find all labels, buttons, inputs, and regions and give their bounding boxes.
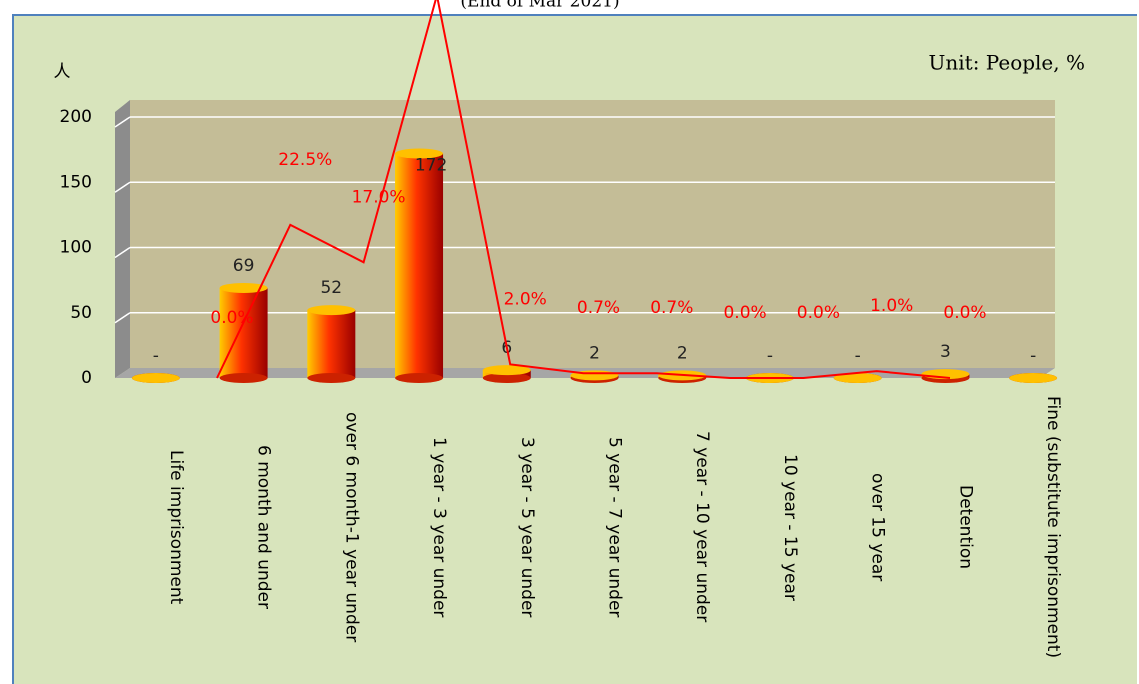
data-label: 2 (677, 343, 688, 363)
line-label: 0.0% (943, 303, 986, 323)
y-tick-label: 200 (60, 107, 92, 127)
x-tick-label: Life imprisonment (165, 449, 186, 605)
x-tick-label: 3 year - 5 year under (516, 436, 537, 618)
data-label: - (153, 346, 159, 366)
bar-top (833, 373, 882, 383)
bar (219, 287, 268, 378)
data-label: 69 (233, 256, 255, 276)
x-tick-label: over 15 year (867, 472, 888, 582)
grid-line (114, 246, 131, 259)
bar (395, 153, 444, 378)
x-tick-label: Detention (955, 484, 976, 569)
line-label: 0.0% (210, 308, 253, 328)
bar-base (482, 373, 531, 383)
y-tick-label: 150 (60, 172, 92, 192)
data-label: 172 (415, 156, 447, 176)
bar-top (131, 373, 180, 383)
x-tick-label: Fine (substitute imprisonment) (1043, 395, 1064, 659)
bar-base (307, 373, 356, 383)
line-label: 0.0% (723, 303, 766, 323)
back-wall (130, 100, 1055, 368)
y-tick-label: 0 (81, 368, 92, 388)
line-label: 0.7% (577, 298, 620, 318)
chart-title: (End of Mar 2021) (460, 0, 619, 12)
y-tick-label: 50 (70, 303, 92, 323)
grid-line (114, 181, 131, 193)
bar-top (219, 282, 268, 293)
bar-top (395, 148, 444, 159)
y-tick-label: 100 (60, 238, 92, 258)
x-tick-label: 10 year - 15 year (779, 453, 800, 601)
bar-top (482, 365, 531, 376)
bar (307, 310, 356, 378)
data-label: - (1030, 346, 1036, 366)
x-tick-label: 7 year - 10 year under (692, 431, 713, 623)
line-label: 0.0% (797, 303, 840, 323)
bar-top (1009, 373, 1058, 383)
line-label: 2.0% (504, 289, 547, 309)
x-tick-label: 5 year - 7 year under (604, 436, 625, 618)
line-label: 0.7% (650, 298, 693, 318)
data-label: - (767, 346, 773, 366)
grid-line (114, 116, 131, 128)
line (216, 0, 951, 379)
line-label: 22.5% (278, 150, 332, 170)
grid-line (114, 312, 131, 324)
unit-note: Unit: People, % (929, 51, 1085, 75)
bar-top (307, 305, 356, 316)
data-label: - (855, 346, 861, 366)
x-tick-label: over 6 month-1 year under (341, 411, 362, 643)
side-wall (115, 100, 130, 378)
line-label: 1.0% (870, 296, 913, 316)
x-tick-label: 6 month and under (253, 445, 274, 609)
bar-base (395, 373, 444, 383)
data-label: 2 (589, 343, 600, 363)
data-label: 52 (320, 278, 342, 298)
line-label: 17.0% (352, 187, 406, 207)
x-tick-label: 1 year - 3 year under (429, 436, 450, 618)
bar-base (219, 373, 268, 383)
y-axis-label: 人 (54, 62, 71, 82)
data-label: 3 (940, 342, 951, 362)
